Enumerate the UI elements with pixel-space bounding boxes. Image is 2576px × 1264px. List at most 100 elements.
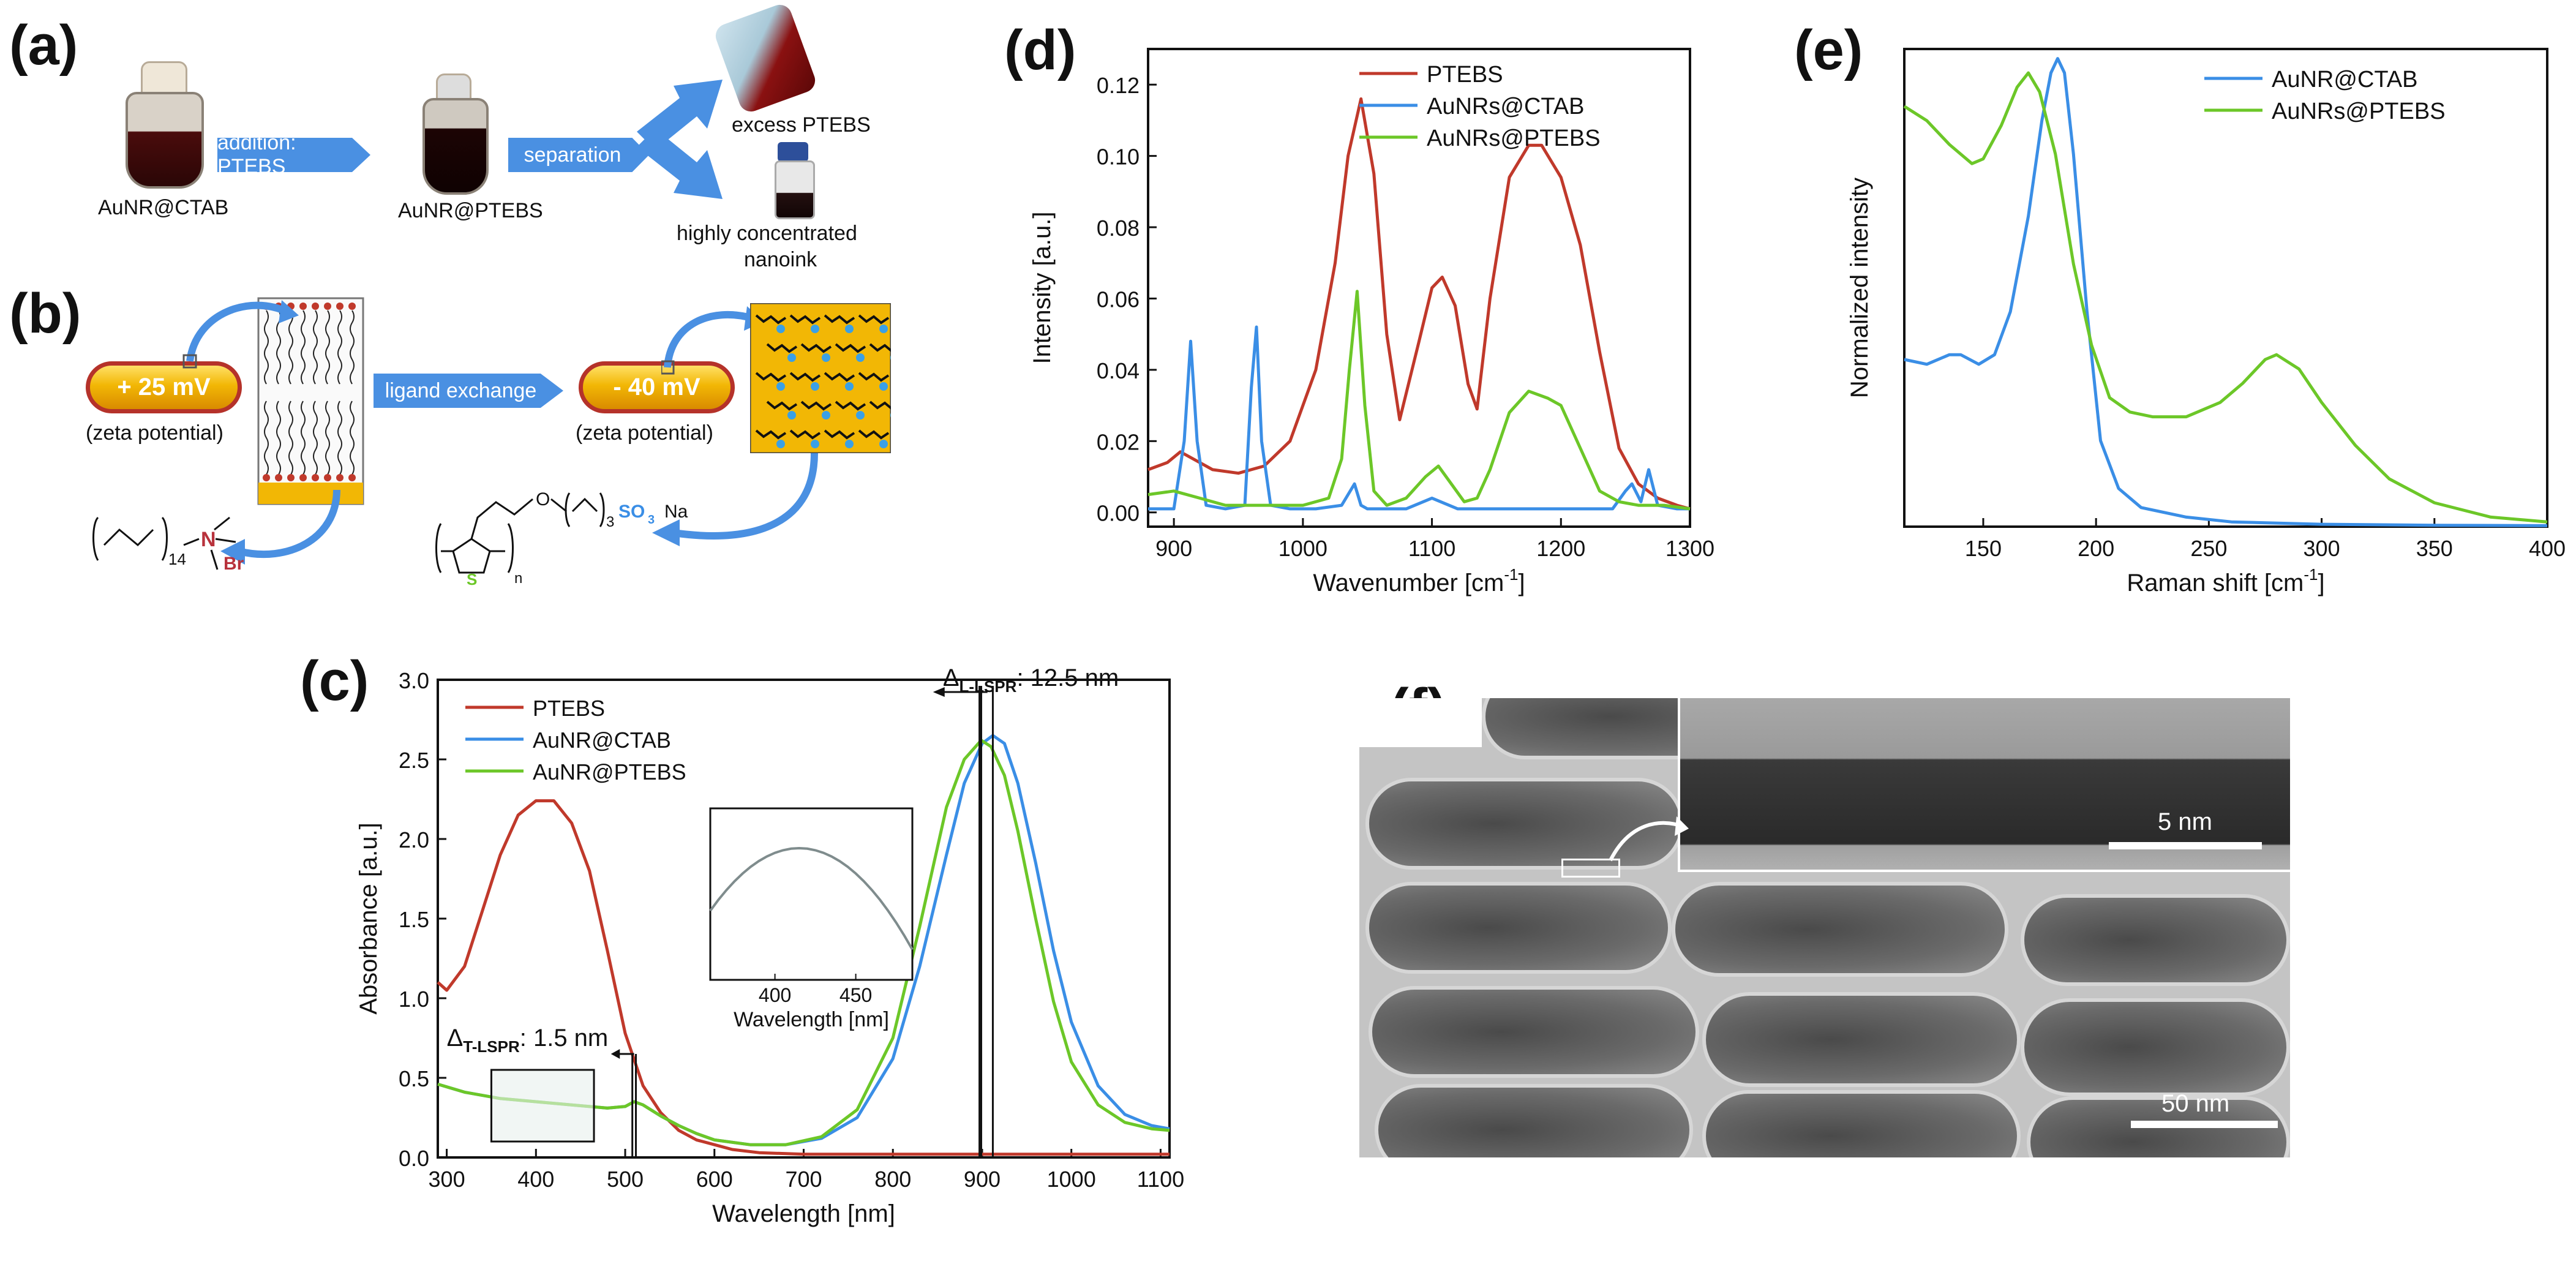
ptebs-so3-subscript: 3: [648, 513, 655, 527]
out-label-excess: excess PTEBS: [732, 113, 871, 137]
y-axis-label: Intensity [a.u.]: [1029, 211, 1056, 364]
chart-d-ir: 900 1000 1100 1200 1300 0.00 0.02 0.04 0.06 0.08 0…: [1029, 48, 1714, 596]
legend-label: AuNRs@PTEBS: [1427, 126, 1601, 151]
x-tick-label: 800: [874, 1167, 911, 1192]
x-tick-label: 1000: [1047, 1167, 1096, 1192]
ptebs-chain-subscript: 3: [606, 514, 614, 530]
series-line-aunrs-ptebs: [1147, 290, 1691, 511]
out-label-nanoink-2: nanoink: [744, 248, 817, 271]
panel-label-c: (c): [300, 650, 369, 712]
vial-nanoink: [775, 160, 815, 219]
x-axis-label: Wavenumber [cm-1]: [1313, 565, 1525, 596]
series-line-aunrs-ptebs: [1903, 71, 2548, 524]
ptebs-structure: S n O 3 SO 3 Na: [435, 489, 688, 588]
x-axis-label-sup: -1: [2304, 565, 2318, 584]
zeta-ptebs-value: - 40 mV: [613, 374, 700, 401]
series-line-ptebs: [437, 799, 1170, 1156]
ctab-subscript: 14: [168, 550, 186, 568]
x-axis-label-sup: -1: [1504, 565, 1518, 584]
series-line-aunr-ptebs: [437, 739, 1170, 1146]
y-tick-label: 0.00: [1097, 501, 1140, 526]
vial-nanoink-cap: [778, 142, 808, 162]
x-tick-label: 900: [1155, 536, 1192, 561]
x-tick-label: 1200: [1536, 536, 1585, 561]
t-lspr-annotation: ΔT-LSPR: 1.5 nm: [447, 1025, 609, 1056]
inset-x-tick-label: 450: [839, 984, 872, 1006]
ptebs-o-atom: O: [536, 489, 550, 510]
out-label-nanoink-1: highly concentrated: [677, 222, 857, 245]
split-arrows: [637, 80, 723, 199]
x-tick-label: 700: [785, 1167, 822, 1192]
step-addition-label: addition: PTEBS: [217, 131, 296, 178]
y-tick-label: 1.5: [399, 907, 429, 932]
x-tick-label: 600: [696, 1167, 733, 1192]
x-axis-label-end: ]: [1518, 570, 1525, 596]
legend-label: PTEBS: [533, 696, 605, 721]
ptebs-coating: [750, 303, 891, 453]
x-tick-label: 1100: [1137, 1167, 1184, 1192]
nanorod-4: [1672, 882, 2008, 977]
ptebs-na: Na: [664, 502, 688, 522]
y-tick-label: 3.0: [399, 668, 429, 693]
x-tick-label: 1300: [1665, 536, 1714, 561]
panel-b: (b) + 25 mV (zeta potential) ligand exch…: [0, 282, 955, 600]
x-tick-label: 900: [964, 1167, 1001, 1192]
step-separation-label: separation: [524, 143, 621, 167]
t-lspr-delta: Δ: [447, 1025, 464, 1051]
nanorod-10: [1702, 1090, 2021, 1157]
panel-label-b: (b): [9, 282, 81, 345]
ptebs-so3: SO: [618, 502, 645, 522]
step-separation-arrow: separation: [508, 138, 649, 172]
ctab-n-atom: N: [201, 528, 216, 551]
l-lspr-value: : 12.5 nm: [1016, 664, 1119, 691]
x-axis-label-end: ]: [2318, 570, 2324, 596]
panel-a: (a) AuNR@CTAB addition: PTEBS AuNR@PTEBS…: [0, 0, 955, 282]
scale-bar-main: [2131, 1121, 2278, 1128]
l-lspr-arrow-head: [933, 687, 945, 697]
y-tick-label: 0.06: [1097, 287, 1140, 312]
zeta-caption-1: (zeta potential): [86, 421, 223, 445]
legend-label: AuNR@PTEBS: [533, 759, 686, 784]
plot-frame: [1147, 48, 1691, 528]
nanorod-ptebs: - 40 mV: [579, 361, 735, 413]
inset-x-tick-label: 400: [759, 984, 791, 1006]
ptebs-s-atom: S: [467, 570, 477, 588]
ligand-exchange-label: ligand exchange: [385, 378, 537, 402]
zeta-ctab-value: + 25 mV: [117, 374, 211, 401]
tem-image: 5 nm 50 nm: [1359, 698, 2290, 1157]
t-lspr-arrow-head: [610, 1049, 620, 1059]
legend-label: AuNRs@PTEBS: [2272, 99, 2446, 124]
chart-e-raman: 150 200 250 300 350 400 Raman shift [cm-1] Norm…: [1846, 48, 2566, 596]
l-lspr-annotation: ΔL-LSPR: 12.5 nm: [943, 664, 1119, 696]
series-line-ptebs: [1147, 97, 1691, 511]
chart-c-absorbance: 300 400 500 600 700 800 900 1000 1100 0.0 0.5 1.0 1.…: [355, 664, 1184, 1227]
inset-frame: [709, 807, 914, 981]
x-tick-label: 300: [429, 1167, 465, 1192]
legend-label: AuNR@CTAB: [533, 728, 671, 753]
series-line-aunrs-ctab: [1148, 325, 1690, 511]
y-tick-label: 0.10: [1097, 145, 1140, 170]
y-tick-label: 2.0: [399, 827, 429, 852]
t-lspr-value: : 1.5 nm: [520, 1025, 609, 1051]
nanorod-9: [1375, 1084, 1693, 1157]
panel-label-d: (d): [1004, 19, 1076, 81]
x-axis-label: Wavelength [nm]: [712, 1200, 895, 1227]
y-axis-label: Normalized intensity: [1846, 178, 1873, 398]
scale-bar-inset: [2109, 842, 2262, 849]
curved-arrow-b2: [220, 490, 340, 565]
x-tick-label: 300: [2304, 536, 2340, 561]
curved-arrow-b4: [652, 453, 818, 546]
curved-arrow-b1: [182, 300, 299, 369]
zoom-marker: [1561, 859, 1620, 878]
legend-label: AuNR@CTAB: [2272, 67, 2417, 92]
nanorod-7: [1702, 992, 2021, 1087]
y-tick-label: 0.08: [1097, 216, 1140, 241]
x-tick-label: 1000: [1279, 536, 1327, 561]
y-tick-label: 0.04: [1097, 358, 1140, 383]
y-tick-label: 0.0: [399, 1146, 429, 1171]
t-lspr-sub: T-LSPR: [463, 1037, 520, 1056]
x-tick-label: 1100: [1408, 536, 1455, 561]
nanorod-5: [2021, 894, 2290, 986]
scale-label-main: 50 nm: [2161, 1090, 2230, 1117]
ptebs-n-subscript: n: [514, 570, 522, 587]
